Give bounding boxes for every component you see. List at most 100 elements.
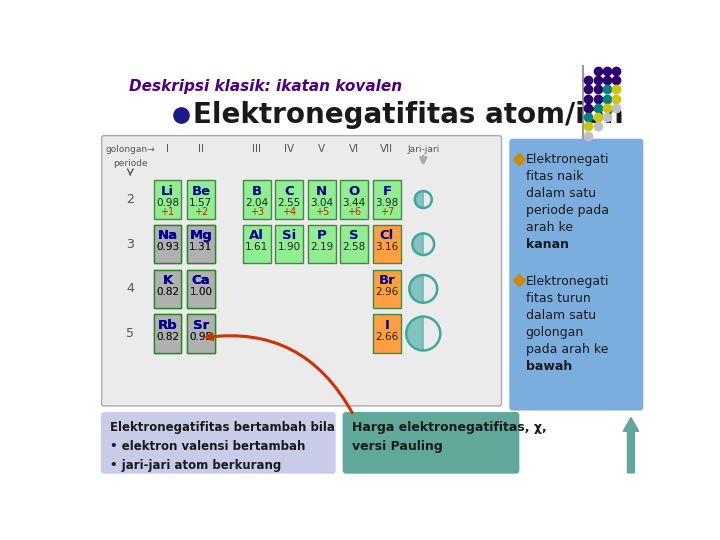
Text: 3.04: 3.04 bbox=[310, 198, 333, 207]
Bar bbox=[153, 225, 181, 264]
Text: 2.58: 2.58 bbox=[343, 242, 366, 252]
Text: 3: 3 bbox=[127, 238, 134, 251]
Text: golongan: golongan bbox=[526, 326, 584, 339]
Text: 1.57: 1.57 bbox=[189, 198, 212, 207]
Text: 2.55: 2.55 bbox=[277, 198, 301, 207]
Text: VII: VII bbox=[380, 145, 393, 154]
Bar bbox=[373, 180, 401, 219]
Text: Sr: Sr bbox=[193, 319, 209, 332]
Bar bbox=[153, 269, 181, 308]
Text: 0.93: 0.93 bbox=[156, 242, 179, 252]
Text: Mg: Mg bbox=[189, 230, 212, 242]
FancyArrow shape bbox=[624, 417, 639, 473]
Text: 0.82: 0.82 bbox=[156, 287, 179, 297]
Text: +3: +3 bbox=[250, 207, 264, 217]
Text: Cl: Cl bbox=[379, 230, 394, 242]
Bar bbox=[153, 314, 181, 353]
Text: 4: 4 bbox=[127, 282, 134, 295]
Bar bbox=[243, 180, 271, 219]
Bar bbox=[187, 314, 215, 353]
Text: Na: Na bbox=[158, 230, 178, 242]
Text: Elektronegati: Elektronegati bbox=[526, 275, 609, 288]
Bar bbox=[275, 180, 303, 219]
Text: IV: IV bbox=[284, 145, 294, 154]
Text: II: II bbox=[198, 145, 204, 154]
Bar bbox=[153, 180, 181, 219]
Text: 0.82: 0.82 bbox=[156, 287, 179, 297]
Text: 0.95: 0.95 bbox=[189, 332, 212, 342]
Text: S: S bbox=[349, 230, 359, 242]
Text: Harga elektronegatifitas, χ,
versi Pauling: Harga elektronegatifitas, χ, versi Pauli… bbox=[352, 421, 546, 453]
Text: I: I bbox=[166, 145, 169, 154]
Text: 1.31: 1.31 bbox=[189, 242, 212, 252]
Bar bbox=[341, 225, 368, 264]
Text: K: K bbox=[163, 274, 173, 287]
Text: +2: +2 bbox=[194, 207, 208, 217]
Text: 1.00: 1.00 bbox=[189, 287, 212, 297]
Text: fitas naik: fitas naik bbox=[526, 170, 583, 183]
Text: VI: VI bbox=[349, 145, 359, 154]
Bar bbox=[153, 269, 181, 308]
Text: F: F bbox=[382, 185, 392, 198]
Text: +6: +6 bbox=[347, 207, 361, 217]
Text: Deskripsi klasik: ikatan kovalen: Deskripsi klasik: ikatan kovalen bbox=[129, 79, 402, 94]
Text: B: B bbox=[251, 185, 261, 198]
Text: arah ke: arah ke bbox=[526, 221, 572, 234]
Bar bbox=[153, 225, 181, 264]
Text: Si: Si bbox=[282, 230, 297, 242]
Text: Ca: Ca bbox=[192, 274, 210, 287]
Text: Al: Al bbox=[249, 230, 264, 242]
Text: 2.66: 2.66 bbox=[375, 332, 398, 342]
Text: Br: Br bbox=[379, 274, 395, 287]
Text: bawah: bawah bbox=[526, 360, 572, 373]
Text: Na: Na bbox=[158, 230, 178, 242]
Bar bbox=[373, 314, 401, 353]
Text: +5: +5 bbox=[315, 207, 329, 217]
Text: Li: Li bbox=[161, 185, 174, 198]
Text: O: O bbox=[348, 185, 360, 198]
FancyBboxPatch shape bbox=[343, 412, 519, 474]
Text: dalam satu: dalam satu bbox=[526, 187, 595, 200]
Text: Be: Be bbox=[192, 185, 210, 198]
Bar bbox=[187, 225, 215, 264]
Text: 0.93: 0.93 bbox=[156, 242, 179, 252]
Text: periode pada: periode pada bbox=[526, 204, 608, 217]
FancyBboxPatch shape bbox=[509, 139, 644, 410]
Bar bbox=[243, 225, 271, 264]
Text: 5: 5 bbox=[126, 327, 135, 340]
Text: 2.19: 2.19 bbox=[310, 242, 333, 252]
Text: Elektronegatifitas bertambah bila
• elektron valensi bertambah
• jari-jari atom : Elektronegatifitas bertambah bila • elek… bbox=[110, 421, 335, 472]
Bar bbox=[307, 225, 336, 264]
Bar bbox=[341, 180, 368, 219]
Bar bbox=[187, 314, 215, 353]
Text: 3.16: 3.16 bbox=[375, 242, 398, 252]
Text: 3.44: 3.44 bbox=[343, 198, 366, 207]
Wedge shape bbox=[406, 316, 423, 350]
Text: +4: +4 bbox=[282, 207, 296, 217]
Wedge shape bbox=[409, 275, 423, 303]
Text: 0.82: 0.82 bbox=[156, 332, 179, 342]
Text: 2.04: 2.04 bbox=[245, 198, 268, 207]
Text: Elektronegati: Elektronegati bbox=[526, 153, 609, 166]
Bar bbox=[187, 180, 215, 219]
Text: Sr: Sr bbox=[193, 319, 209, 332]
Text: III: III bbox=[252, 145, 261, 154]
Text: 0.95: 0.95 bbox=[189, 332, 212, 342]
Text: V: V bbox=[318, 145, 325, 154]
Bar bbox=[275, 225, 303, 264]
Text: Ca: Ca bbox=[192, 274, 210, 287]
Text: 0.82: 0.82 bbox=[156, 332, 179, 342]
Text: Jari-jari: Jari-jari bbox=[407, 145, 439, 154]
Text: dalam satu: dalam satu bbox=[526, 309, 595, 322]
Text: golongan→: golongan→ bbox=[106, 145, 155, 154]
Text: kanan: kanan bbox=[526, 238, 569, 251]
Text: Rb: Rb bbox=[158, 319, 177, 332]
Text: I: I bbox=[384, 319, 390, 332]
Bar bbox=[187, 269, 215, 308]
Text: 1.61: 1.61 bbox=[245, 242, 269, 252]
Bar bbox=[187, 269, 215, 308]
Bar bbox=[307, 180, 336, 219]
Text: +7: +7 bbox=[379, 207, 394, 217]
Text: 2: 2 bbox=[127, 193, 134, 206]
Text: Elektronegatifitas atom/ion: Elektronegatifitas atom/ion bbox=[193, 101, 624, 129]
